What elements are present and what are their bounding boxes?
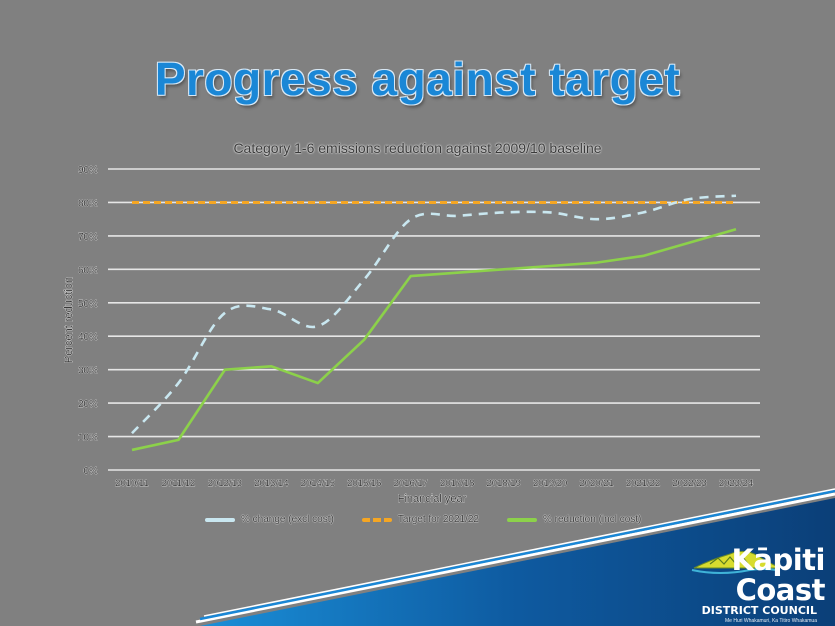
y-tick-label: 50% bbox=[78, 299, 98, 310]
chart-title: Category 1-6 emissions reduction against… bbox=[233, 140, 602, 156]
x-tick-label: 2021/22 bbox=[626, 478, 660, 489]
legend-label: % reduction (incl cost) bbox=[543, 514, 642, 525]
y-tick-label: 10% bbox=[78, 433, 98, 444]
footer-band-fill bbox=[200, 498, 835, 626]
x-tick-label: 2016/17 bbox=[394, 478, 428, 489]
x-tick-label: 2014/15 bbox=[301, 478, 335, 489]
y-tick-label: 40% bbox=[78, 332, 98, 343]
x-tick-label: 2020/21 bbox=[579, 478, 613, 489]
footer-band-white-stripe bbox=[195, 492, 835, 624]
legend-label: Target for 2021/22 bbox=[397, 514, 479, 525]
y-tick-label: 80% bbox=[78, 198, 98, 209]
logo-name: Kāpiti Coast bbox=[731, 543, 825, 607]
y-tick-label: 70% bbox=[78, 232, 98, 243]
y-tick-label: 60% bbox=[78, 265, 98, 276]
y-tick-label: 20% bbox=[78, 399, 98, 410]
logo-subtitle: DISTRICT COUNCIL bbox=[701, 604, 817, 617]
x-tick-label: 2011/12 bbox=[162, 478, 196, 489]
x-tick-label: 2013/14 bbox=[254, 478, 288, 489]
y-tick-label: 30% bbox=[78, 366, 98, 377]
legend-swatch-solid-green bbox=[507, 517, 537, 522]
x-tick-label: 2018/19 bbox=[487, 478, 521, 489]
legend-swatch-dashed-orange bbox=[361, 517, 392, 522]
x-tick-label: 2010/11 bbox=[115, 478, 149, 489]
x-tick-label: 2023/24 bbox=[719, 478, 753, 489]
legend-swatch-dashed-lightblue bbox=[205, 517, 235, 522]
y-tick-label: 90% bbox=[78, 165, 98, 176]
series-line-reduction-incl-cost bbox=[131, 227, 737, 452]
series-line-change-excl-cost bbox=[131, 194, 737, 435]
y-axis-ticks: 0% 10% 20% 30% 40% 50% 60% 70% 80% 90% bbox=[78, 165, 99, 478]
council-logo: Kāpiti Coast DISTRICT COUNCIL Me Huri Wh… bbox=[665, 543, 826, 625]
x-axis-label: Financial year bbox=[398, 493, 467, 505]
x-tick-label: 2019/20 bbox=[533, 478, 567, 489]
legend-label: % change (excl cost) bbox=[241, 514, 334, 525]
chart-legend: % change (excl cost) Target for 2021/22 … bbox=[205, 514, 669, 525]
island-logo-icon bbox=[691, 550, 777, 574]
slide-title: Progress against target bbox=[154, 53, 681, 105]
y-tick-label: 0% bbox=[84, 466, 99, 477]
legend-item-reduction-incl-cost: % reduction (incl cost) bbox=[507, 514, 641, 525]
x-tick-label: 2022/23 bbox=[672, 478, 706, 489]
x-axis-ticks: 2010/11 2011/12 2012/13 2013/14 2014/15 2015/… bbox=[115, 478, 753, 490]
logo-tagline: Me Huri Whakamuri, Ka Titiro Whakamua bbox=[725, 618, 817, 624]
x-tick-label: 2017/18 bbox=[440, 478, 474, 489]
legend-item-change-excl-cost: % change (excl cost) bbox=[205, 514, 334, 525]
x-tick-label: 2015/16 bbox=[347, 478, 381, 489]
x-tick-label: 2012/13 bbox=[208, 478, 242, 489]
chart-series bbox=[131, 194, 737, 452]
footer-band-white-stripe-2 bbox=[203, 488, 835, 617]
footer-band-blue-stripe bbox=[199, 489, 835, 621]
y-axis-label: Percent reduction bbox=[63, 277, 75, 363]
legend-item-target: Target for 2021/22 bbox=[361, 514, 479, 525]
